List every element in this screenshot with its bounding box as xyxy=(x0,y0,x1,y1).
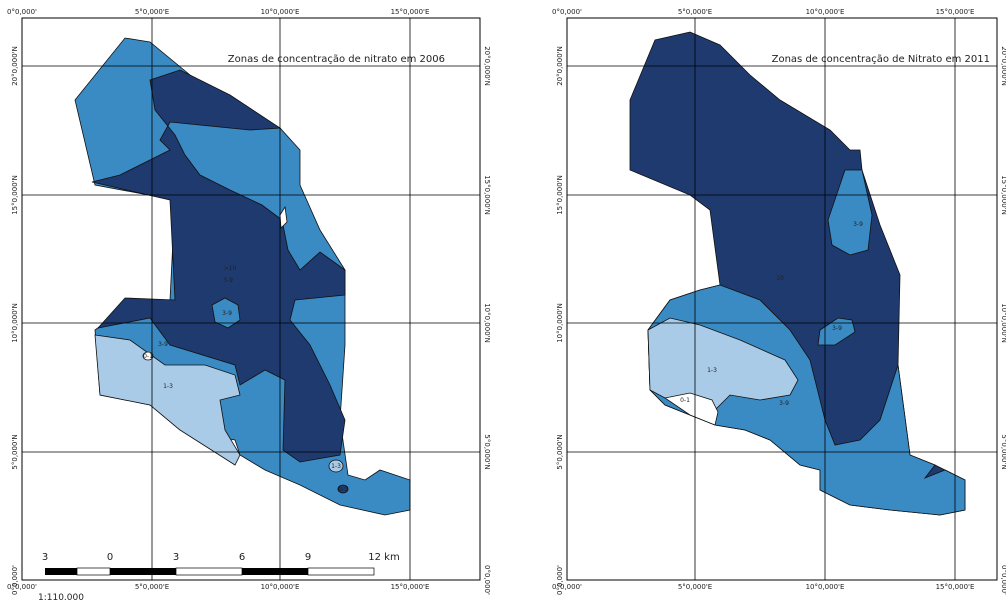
left-label: 20°0,000'N xyxy=(556,46,564,86)
zone-label: 0-1 xyxy=(338,486,348,493)
zone-gt10 xyxy=(337,484,349,494)
top-label: 0°0,000' xyxy=(552,8,582,16)
left-label: 10°0,000'N xyxy=(11,303,19,343)
right-label: 15°0,000'N xyxy=(1000,175,1006,215)
scale-label: 3 xyxy=(42,552,48,563)
scale-segment xyxy=(175,567,243,576)
scale-segment xyxy=(307,567,375,576)
zone-label: 3-9 xyxy=(853,221,863,228)
scale-segment xyxy=(242,568,308,575)
top-label: 15°0,000'E xyxy=(391,8,430,16)
bottom-label: 5°0,000'E xyxy=(135,583,169,591)
scale-segment xyxy=(76,567,111,576)
top-label: 5°0,000'E xyxy=(678,8,712,16)
zone-label: 3-9 xyxy=(223,277,233,284)
right-label: 5°0,000'N xyxy=(483,434,491,469)
zone-0-1 xyxy=(663,392,719,426)
bottom-label: 15°0,000'E xyxy=(391,583,430,591)
scale-label: 12 km xyxy=(368,552,399,563)
map-title: Zonas de concentração de nitrato em 2006 xyxy=(228,54,445,65)
zone-label: 10 xyxy=(776,275,784,282)
zone-0-1 xyxy=(142,351,154,361)
zone-1-3 xyxy=(94,334,241,466)
left-label: 5°0,000'N xyxy=(11,434,19,469)
left-label: 0°0,000' xyxy=(11,565,19,595)
scale-ratio: 1:110.000 xyxy=(38,593,84,603)
top-label: 0°0,000' xyxy=(7,8,37,16)
bottom-label: 10°0,000'E xyxy=(261,583,300,591)
left-label: 15°0,000'N xyxy=(11,175,19,215)
bottom-label: 15°0,000'E xyxy=(936,583,975,591)
scale-label: 0 xyxy=(107,552,113,563)
scale-label: 6 xyxy=(239,552,245,563)
zone-label: 0-1 xyxy=(680,397,690,404)
zone-gt10 xyxy=(91,69,346,463)
zone-1-3 xyxy=(328,459,344,473)
scale-label: 3 xyxy=(173,552,179,563)
top-label: 10°0,000'E xyxy=(806,8,845,16)
map-title: Zonas de concentração de Nitrato em 2011 xyxy=(772,54,990,65)
zone-label: 1-3 xyxy=(331,463,341,470)
right-label: 20°0,000'N xyxy=(1000,46,1006,86)
zone-label: 1-3 xyxy=(163,383,173,390)
bottom-label: 0°0,000' xyxy=(552,583,582,591)
left-label: 15°0,000'N xyxy=(556,175,564,215)
scale-segment xyxy=(45,568,77,575)
right-label: 0°0,000' xyxy=(483,565,491,595)
bottom-label: 10°0,000'E xyxy=(806,583,845,591)
right-label: 15°0,000'N xyxy=(483,175,491,215)
zone-3-9 xyxy=(817,317,856,346)
map-2011: 3-9 10 3-9 1-3 0-1 3-9 Zonas de concentr… xyxy=(566,17,998,581)
zone-label: >10 xyxy=(224,265,237,272)
right-label: 5°0,000'N xyxy=(1000,434,1006,469)
zone-label: 0-1 xyxy=(143,353,153,360)
zone-label: 3-9 xyxy=(779,400,789,407)
left-label: 10°0,000'N xyxy=(556,303,564,343)
right-label: 10°0,000'N xyxy=(483,303,491,343)
scale-segment xyxy=(110,568,176,575)
scale-label: 9 xyxy=(305,552,311,563)
zone-0-1 xyxy=(279,205,288,229)
zone-3-9 xyxy=(827,169,873,256)
top-label: 5°0,000'E xyxy=(135,8,169,16)
left-label: 20°0,000'N xyxy=(11,46,19,86)
right-label: 20°0,000'N xyxy=(483,46,491,86)
top-label: 15°0,000'E xyxy=(936,8,975,16)
right-label: 10°0,000'N xyxy=(1000,303,1006,343)
left-label: 0°0,000' xyxy=(556,565,564,595)
top-label: 10°0,000'E xyxy=(261,8,300,16)
bottom-label: 0°0,000' xyxy=(7,583,37,591)
bottom-label: 5°0,000'E xyxy=(678,583,712,591)
map-2006: >10 3-9 3-9 3-9 0-1 1-3 1-3 0-1 Zonas de… xyxy=(21,17,481,603)
zone-label: 1-3 xyxy=(707,367,717,374)
zone-label: 3-9 xyxy=(222,310,232,317)
right-label: 0°0,000' xyxy=(1000,565,1006,595)
left-label: 5°0,000'N xyxy=(556,434,564,469)
zone-label: 3-9 xyxy=(158,341,168,348)
zone-3-9 xyxy=(211,297,241,329)
zone-label: 3-9 xyxy=(832,325,842,332)
